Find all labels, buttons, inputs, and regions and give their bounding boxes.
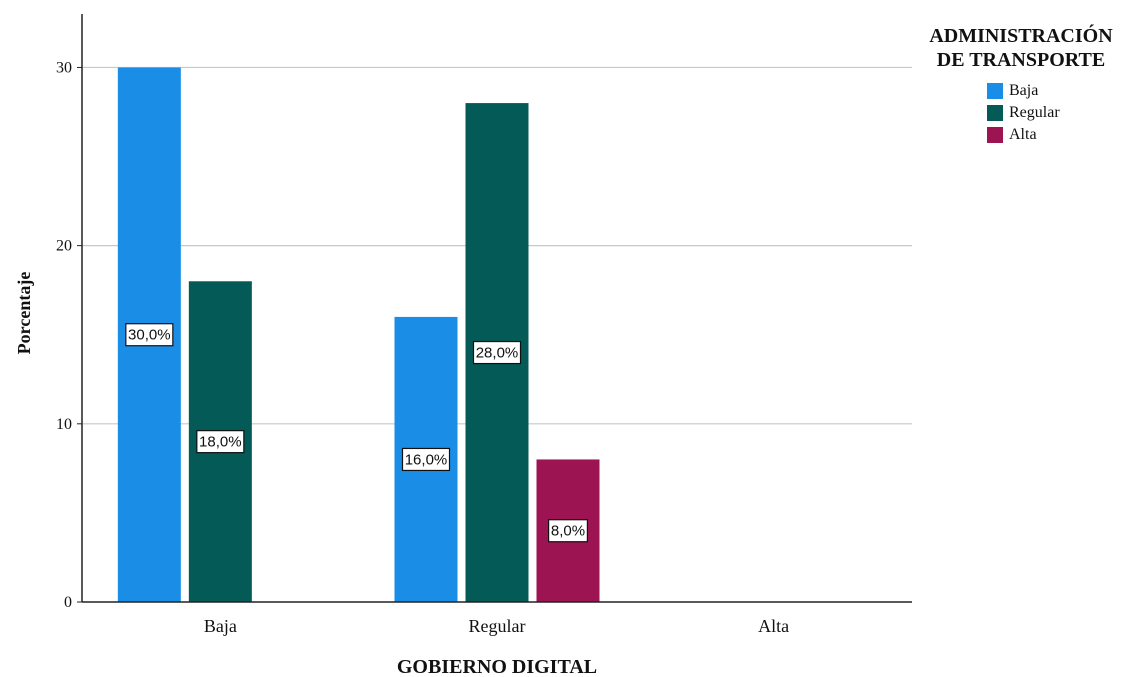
data-label-box-regular-regular <box>472 340 522 365</box>
legend-swatch-alta <box>987 127 1003 143</box>
data-label-regular-alta: 8,0% <box>551 523 585 540</box>
legend-item-regular: Regular <box>987 102 1060 124</box>
legend-swatch-baja <box>987 83 1003 99</box>
legend-item-alta: Alta <box>987 124 1060 146</box>
legend-title: ADMINISTRACIÓN DE TRANSPORTE <box>910 24 1132 72</box>
y-tick-label-20: 20 <box>56 238 72 255</box>
x-tick-label-alta: Alta <box>758 616 789 636</box>
data-label-box-regular-alta <box>547 519 588 543</box>
legend-label-alta: Alta <box>1009 126 1037 143</box>
y-tick-label-30: 30 <box>56 59 72 76</box>
x-tick-label-regular: Regular <box>469 616 526 636</box>
x-tick-label-baja: Baja <box>204 616 237 636</box>
legend-title-line-2: DE TRANSPORTE <box>936 49 1106 71</box>
data-label-box-regular-baja <box>401 447 451 472</box>
x-axis-title: GOBIERNO DIGITAL <box>397 656 597 677</box>
bars <box>117 67 600 603</box>
data-labels: 30,0% 18,0% 16,0% 28,0% 8,0% <box>125 323 588 543</box>
axes <box>81 14 912 603</box>
legend-label-baja: Baja <box>1009 82 1039 99</box>
legend-label-regular: Regular <box>1009 104 1060 121</box>
tick-labels: 0 10 20 30 Baja Regular Alta <box>56 59 789 636</box>
data-label-regular-baja: 16,0% <box>405 451 448 468</box>
data-label-box-baja-baja <box>125 323 174 347</box>
y-tick-label-10: 10 <box>56 416 72 433</box>
legend-swatch-regular <box>987 105 1003 121</box>
data-label-box-baja-regular <box>196 430 245 454</box>
legend: Baja Regular Alta <box>987 80 1060 146</box>
y-tick-label-0: 0 <box>64 594 72 611</box>
data-label-baja-baja: 30,0% <box>128 327 171 344</box>
data-label-regular-regular: 28,0% <box>476 345 519 362</box>
legend-title-line-1: ADMINISTRACIÓN <box>929 25 1113 47</box>
data-label-baja-regular: 18,0% <box>199 434 242 451</box>
legend-item-baja: Baja <box>987 80 1060 102</box>
y-axis-title: Porcentaje <box>14 272 34 355</box>
